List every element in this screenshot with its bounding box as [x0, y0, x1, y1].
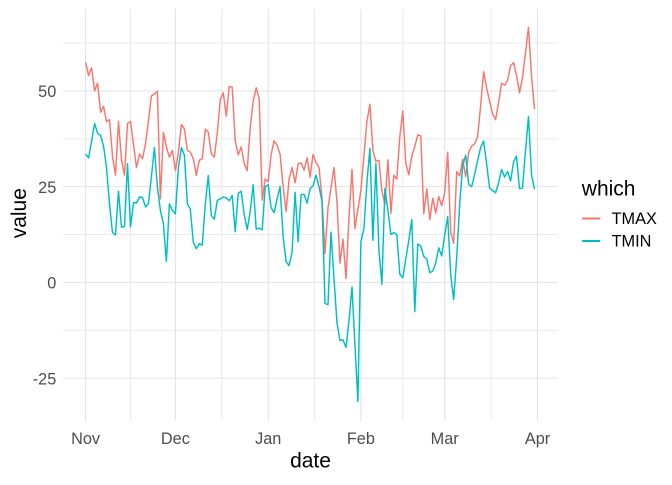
svg-text:50: 50 — [38, 83, 56, 101]
svg-text:Jan: Jan — [255, 430, 281, 448]
svg-text:Apr: Apr — [525, 430, 551, 448]
svg-text:TMIN: TMIN — [612, 232, 652, 250]
svg-text:0: 0 — [47, 275, 56, 293]
svg-text:Mar: Mar — [431, 430, 460, 448]
svg-text:25: 25 — [38, 179, 56, 197]
svg-text:which: which — [581, 178, 636, 201]
svg-text:date: date — [290, 450, 331, 473]
svg-text:Nov: Nov — [71, 430, 101, 448]
svg-text:Dec: Dec — [161, 430, 190, 448]
svg-text:Feb: Feb — [347, 430, 375, 448]
svg-text:TMAX: TMAX — [612, 210, 657, 228]
svg-text:value: value — [8, 188, 31, 238]
svg-text:-25: -25 — [33, 370, 57, 388]
